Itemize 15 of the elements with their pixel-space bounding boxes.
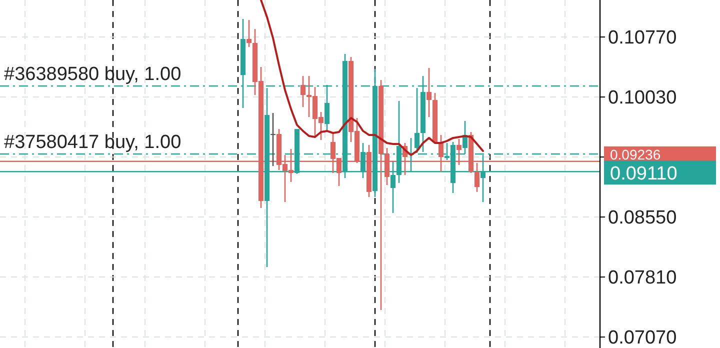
candlestick [270,112,276,167]
candlestick [246,19,252,48]
ref-line-label: 0.09236 [610,146,661,162]
ref-line-label: #36389580 buy, 1.00 [4,64,182,85]
y-tick-label: 0.10770 [608,28,677,49]
y-tick-label: 0.07070 [608,328,677,348]
ref-line-label: 0.09110 [610,163,678,184]
candlestick [426,67,432,118]
candlestick [300,75,306,108]
y-tick-label: 0.07810 [608,268,677,289]
line-series [260,0,484,156]
y-tick-label: 0.08550 [608,208,677,229]
y-tick-label: 0.10030 [608,88,677,109]
candlestick [414,87,420,154]
ref-line-label: #37580417 buy, 1.00 [4,132,182,154]
